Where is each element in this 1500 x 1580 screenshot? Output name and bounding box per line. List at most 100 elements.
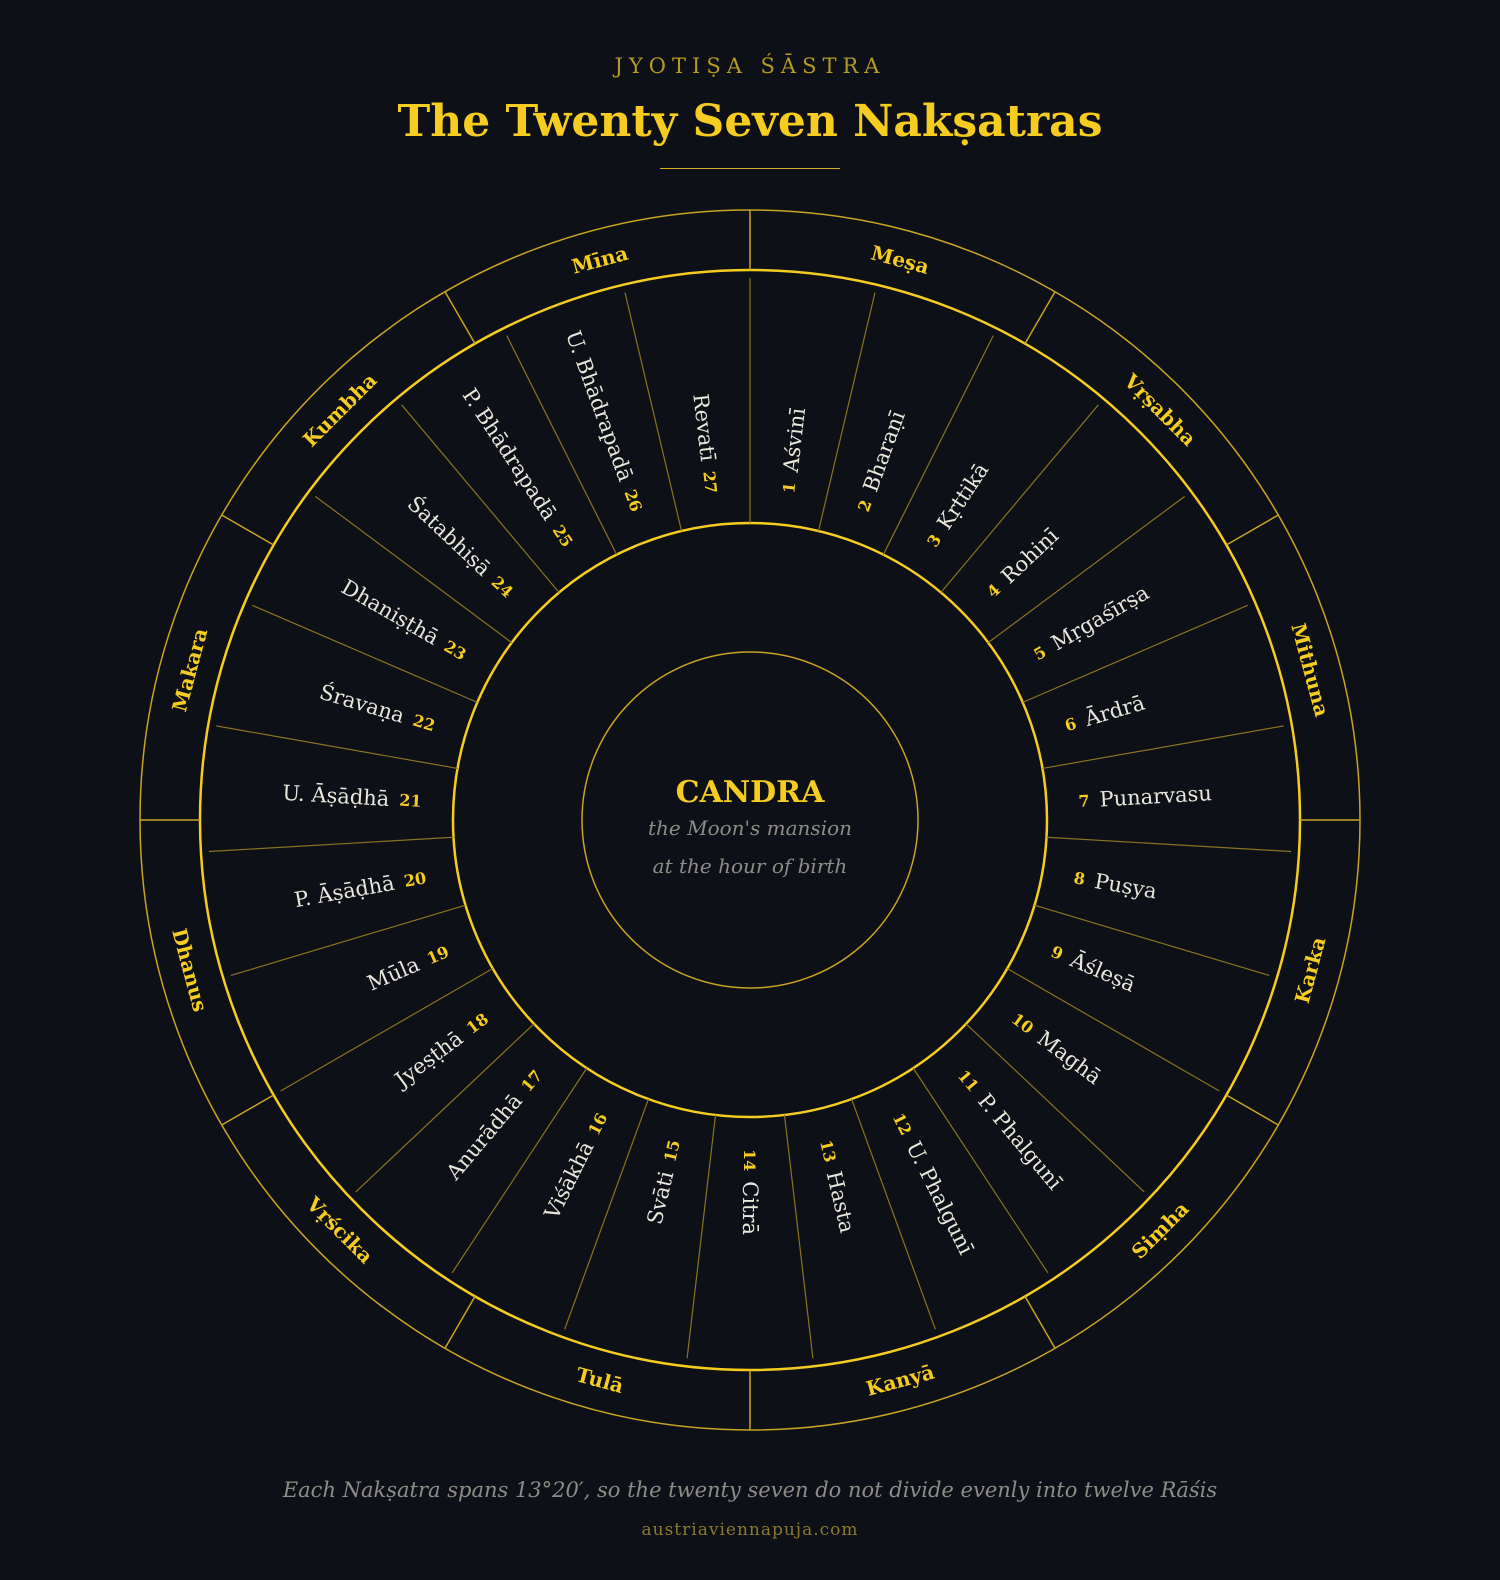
nakshatra-number: 21 (399, 790, 422, 810)
nakshatra-number: 16 (584, 1110, 611, 1138)
nakshatra-label: Viśākhā16 (539, 1109, 613, 1224)
rasi-label: Makara (167, 625, 212, 714)
nakshatra-number: 11 (954, 1066, 983, 1095)
nakshatra-number: 6 (1062, 713, 1078, 734)
nakshatra-divider (1022, 604, 1248, 703)
nakshatra-label: Revatī 27 (688, 392, 723, 494)
nakshatra-divider (506, 335, 618, 555)
rasi-label: Tulā (574, 1362, 627, 1398)
nakshatra-number: 19 (424, 942, 452, 968)
nakshatra-name: Punarvasu (1099, 781, 1213, 811)
nakshatra-label: 2 Bharaṇī (851, 407, 910, 515)
center-line-2: at the hour of birth (653, 854, 848, 878)
nakshatra-label: Dhaniṣṭhā23 (337, 575, 471, 666)
nakshatra-name: Jyeṣṭhā (389, 1026, 467, 1093)
nakshatra-divider (940, 404, 1099, 593)
nakshatra-label: 9Āśleṣā (1047, 939, 1139, 996)
nakshatra-name: Mūla (364, 952, 423, 996)
rasi-divider (1225, 1094, 1279, 1126)
nakshatra-number: 13 (817, 1138, 841, 1164)
nakshatra-label: Anurādhā17 (441, 1064, 548, 1185)
nakshatra-divider (1046, 836, 1292, 853)
nakshatra-label: 1 Aśvinī (776, 406, 810, 494)
nakshatra-number: 24 (488, 572, 517, 601)
nakshatra-name: U. Āṣāḍhā (282, 781, 390, 811)
nakshatra-divider (965, 1023, 1145, 1193)
rasi-divider (1225, 514, 1279, 546)
center-title: CANDRA (676, 775, 826, 810)
nakshatra-name: P. Āṣāḍhā (292, 871, 396, 912)
nakshatra-divider (783, 1114, 814, 1359)
nakshatra-name: Mṛgaśīrṣa (1047, 580, 1153, 655)
nakshatra-divider (230, 904, 466, 977)
rasi-label: Dhanus (167, 926, 212, 1014)
nakshatra-dividers (208, 278, 1292, 1359)
nakshatra-number: 25 (549, 521, 577, 550)
nakshatra-divider (686, 1114, 717, 1359)
nakshatra-name: Citrā (738, 1181, 762, 1235)
nakshatra-number: 5 (1030, 642, 1049, 664)
nakshatra-divider (912, 1067, 1049, 1274)
nakshatra-label: 14 Citrā (738, 1149, 762, 1235)
rasi-label: Meṣa (868, 241, 931, 279)
site-credit: austriaviennapuja.com (641, 1520, 859, 1540)
nakshatra-label: P. Bhādrapadā25 (458, 384, 580, 552)
center-line-1: the Moon's mansion (648, 816, 852, 840)
nakshatra-name: Svāti (643, 1168, 679, 1226)
nakshatra-divider (817, 292, 876, 532)
rasi-divider (221, 1094, 275, 1126)
nakshatra-name: Kṛttikā (932, 459, 993, 534)
nakshatra-label: Mūla19 (364, 939, 453, 995)
nakshatra-divider (252, 604, 478, 703)
nakshatra-name: Āśleṣā (1066, 947, 1139, 997)
rasi-label: Vṛścika (301, 1191, 378, 1268)
nakshatra-number: 15 (660, 1138, 684, 1164)
nakshatra-label: Svāti 15 (643, 1137, 686, 1226)
nakshatra-label: 4Rohiṇī (981, 523, 1063, 602)
rasi-label: Kanyā (863, 1360, 936, 1401)
nakshatra-divider (851, 1098, 936, 1330)
nakshatra-divider (208, 836, 454, 853)
nakshatra-label: P. Āṣāḍhā 20 (292, 865, 428, 912)
nakshatra-name: Śravaṇa (317, 679, 408, 728)
nakshatra-number: 10 (1008, 1009, 1037, 1038)
nakshatra-label: 11P. Phalgunī (952, 1064, 1067, 1194)
nakshatra-name: Dhaniṣṭhā (337, 575, 443, 650)
nakshatra-name: P. Phalgunī (973, 1089, 1067, 1195)
nakshatra-number: 2 (854, 497, 876, 514)
nakshatra-label: 12U. Phalgunī (887, 1109, 978, 1259)
rasi-divider (1024, 1295, 1056, 1349)
nakshatra-number: 12 (889, 1110, 916, 1138)
nakshatra-divider (314, 495, 513, 644)
nakshatra-number: 7 (1078, 791, 1090, 811)
nakshatra-label: 3Kṛttikā (921, 459, 994, 552)
nakshatra-label: 6 Ārdrā (1062, 691, 1148, 738)
nakshatra-name: Śatabhiṣā (403, 491, 496, 581)
nakshatra-name: U. Bhādrapadā (561, 327, 638, 484)
nakshatra-label: Śravaṇa 22 (317, 679, 439, 737)
nakshatra-number: 9 (1048, 942, 1066, 964)
nakshatra-divider (280, 967, 494, 1092)
nakshatra-name: Maghā (1033, 1026, 1106, 1089)
rasi-dividers (140, 210, 1360, 1430)
rasi-label: Karka (1290, 934, 1331, 1006)
rasi-divider (1024, 291, 1056, 345)
nakshatra-label: U. Bhādrapadā 26 (561, 327, 649, 514)
nakshatra-label: 5Mṛgaśīrṣa (1029, 580, 1153, 666)
nakshatra-number: 26 (621, 487, 646, 514)
nakshatra-divider (355, 1023, 535, 1193)
nakshatra-name: Revatī (688, 392, 720, 462)
nakshatra-divider (1042, 725, 1284, 770)
nakshatra-number: 4 (983, 580, 1004, 601)
rasi-label: Mithuna (1286, 621, 1334, 720)
nakshatra-name: U. Phalgunī (901, 1137, 978, 1258)
rasi-divider (221, 514, 275, 546)
center-label: CANDRA the Moon's mansion at the hour of… (648, 775, 852, 878)
rasi-label: Mīna (569, 241, 631, 279)
nakshatra-name: Puṣya (1093, 869, 1159, 904)
nakshatra-name: Rohiṇī (996, 523, 1063, 588)
nakshatra-number: 27 (700, 470, 721, 494)
nakshatra-divider (987, 495, 1186, 644)
nakshatra-name: Aśvinī (779, 406, 811, 474)
